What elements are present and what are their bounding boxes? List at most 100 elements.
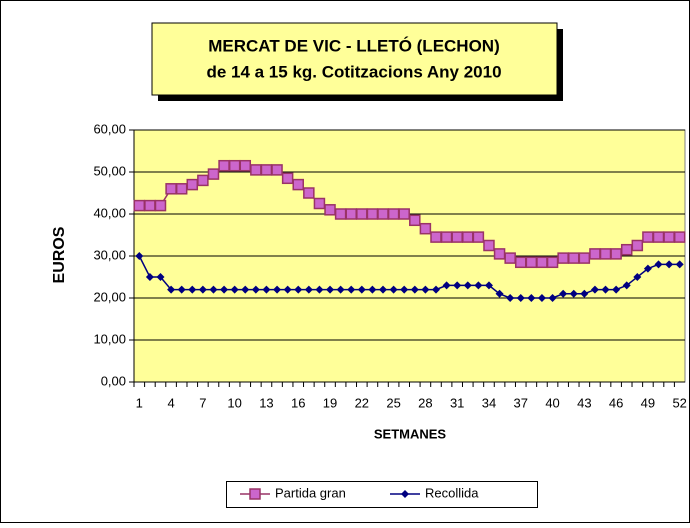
data-point: [493, 248, 506, 260]
x-tick-label: 13: [259, 395, 273, 410]
data-point: [440, 231, 453, 243]
x-tick-label: 52: [672, 395, 686, 410]
data-point: [506, 294, 515, 302]
data-point: [239, 159, 252, 172]
legend-label: Recollida: [425, 485, 479, 500]
data-point: [387, 208, 400, 220]
data-point: [463, 281, 472, 290]
data-point: [665, 260, 674, 269]
data-point: [663, 231, 675, 243]
legend-box: [226, 481, 538, 508]
data-point: [580, 289, 589, 298]
legend-marker: [249, 488, 261, 500]
series-line: [138, 255, 680, 299]
data-point: [430, 231, 442, 243]
data-point: [228, 159, 241, 172]
data-point: [398, 208, 410, 220]
data-point: [144, 199, 156, 212]
data-point: [156, 273, 165, 281]
data-point: [431, 285, 440, 294]
data-point: [292, 178, 304, 191]
y-tick-label: 20,00: [93, 289, 126, 304]
data-point: [451, 231, 463, 243]
data-point: [504, 252, 516, 264]
data-point: [516, 294, 525, 302]
data-point: [209, 285, 218, 294]
x-tick-label: 4: [167, 395, 174, 410]
x-tick-label: 25: [386, 395, 400, 410]
x-tick-label: 19: [323, 395, 337, 410]
data-point: [631, 239, 644, 252]
x-tick-label: 40: [545, 395, 559, 410]
data-point: [633, 273, 642, 281]
data-point: [643, 264, 652, 273]
data-point: [622, 281, 631, 290]
data-point: [527, 294, 536, 302]
data-point: [241, 285, 250, 294]
data-point: [442, 281, 451, 290]
x-tick-label: 1: [136, 395, 143, 410]
y-tick-label: 50,00: [93, 163, 126, 178]
data-point: [218, 159, 230, 172]
data-point: [612, 285, 621, 294]
data-point: [559, 289, 568, 298]
data-point: [188, 285, 197, 294]
data-point: [652, 231, 665, 243]
y-axis-label: EUROS: [51, 226, 68, 283]
data-point: [273, 285, 282, 294]
data-point: [578, 252, 591, 264]
data-point: [175, 183, 188, 195]
data-point: [620, 243, 633, 256]
x-tick-label: 7: [199, 395, 206, 410]
data-point: [389, 285, 398, 294]
title-box: [151, 22, 558, 96]
data-point: [357, 285, 366, 294]
data-point: [250, 164, 262, 176]
data-point: [281, 172, 294, 185]
data-point: [421, 285, 430, 294]
data-point: [230, 285, 239, 294]
data-point: [324, 204, 336, 216]
data-point: [654, 260, 663, 269]
data-point: [379, 285, 388, 294]
data-point: [495, 289, 504, 298]
y-tick-label: 40,00: [93, 205, 126, 220]
data-point: [400, 285, 409, 294]
data-point: [334, 208, 347, 220]
data-point: [536, 256, 548, 269]
data-point: [525, 256, 538, 269]
y-tick-label: 0,00: [101, 373, 126, 388]
data-point: [167, 285, 176, 294]
data-point: [304, 285, 313, 294]
data-point: [251, 285, 260, 294]
data-point: [336, 285, 345, 294]
data-point: [326, 285, 335, 294]
data-point: [303, 187, 315, 199]
data-point: [515, 256, 527, 269]
data-point: [368, 285, 377, 294]
data-point: [537, 294, 546, 302]
x-tick-label: 22: [355, 395, 369, 410]
data-point: [315, 285, 324, 294]
data-point: [356, 208, 368, 220]
data-point: [410, 285, 419, 294]
x-tick-label: 46: [609, 395, 623, 410]
data-point: [260, 164, 273, 176]
x-tick-label: 34: [482, 395, 496, 410]
data-point: [154, 199, 167, 212]
x-tick-label: 10: [227, 395, 241, 410]
data-point: [484, 281, 493, 290]
data-point: [366, 208, 379, 220]
data-point: [294, 285, 303, 294]
data-point: [557, 252, 569, 264]
data-point: [177, 285, 186, 294]
x-tick-label: 28: [418, 395, 432, 410]
data-point: [345, 208, 357, 220]
data-point: [589, 248, 601, 260]
data-point: [220, 285, 229, 294]
chart-subtitle: de 14 a 15 kg. Cotitzacions Any 2010: [206, 62, 501, 81]
data-point: [186, 178, 199, 191]
data-point: [419, 222, 432, 235]
